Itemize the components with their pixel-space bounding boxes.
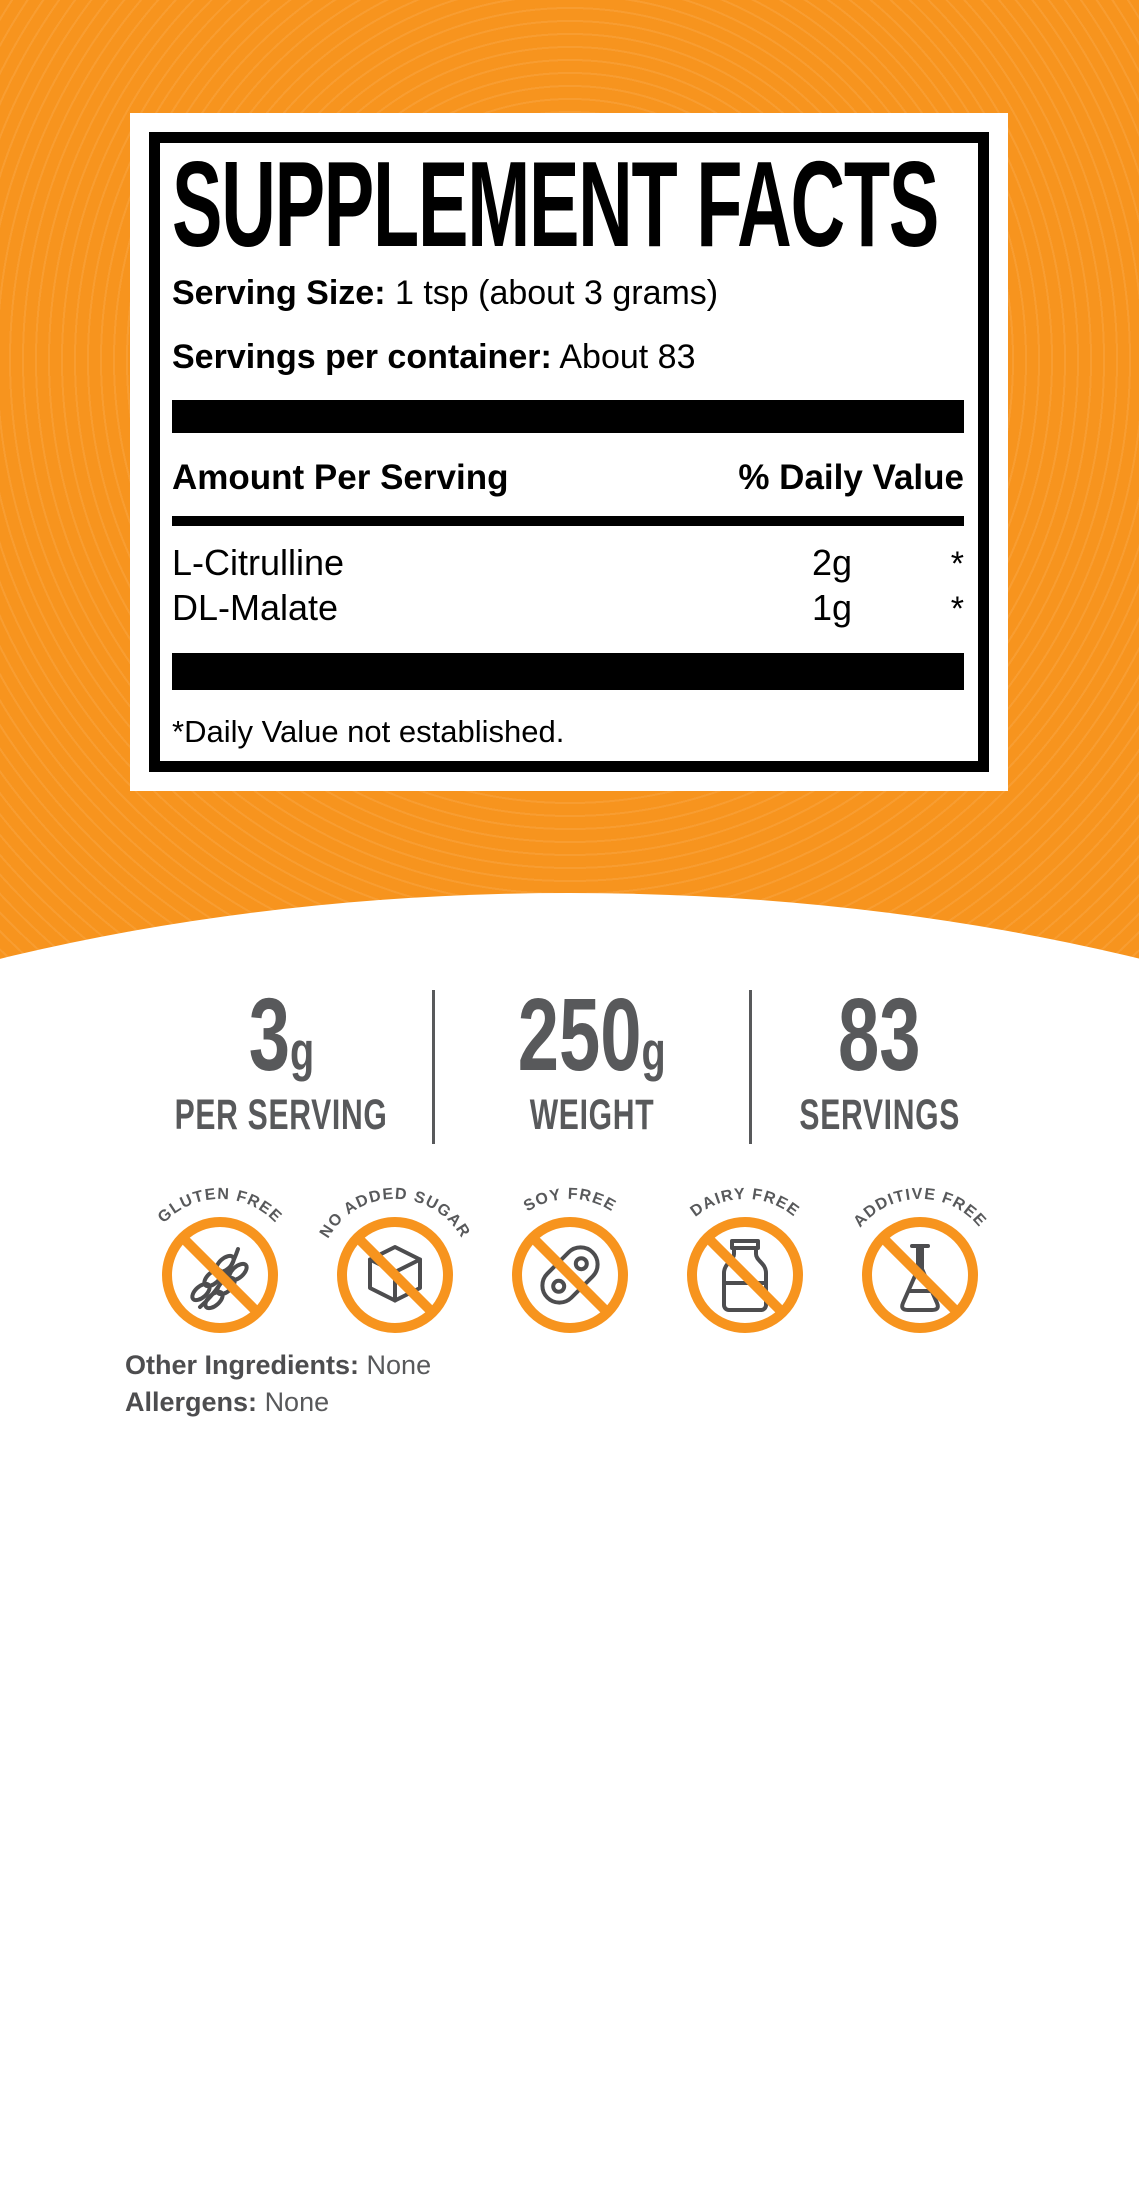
stat-unit: g (641, 1020, 666, 1082)
servings-label: Servings per container: (172, 338, 552, 376)
column-daily-value: % Daily Value (738, 458, 964, 497)
ingredient-daily-value: * (950, 545, 964, 583)
ingredient-daily-value: * (950, 590, 964, 628)
supplement-facts-panel: SUPPLEMENT FACTS Serving Size: 1 tsp (ab… (130, 113, 1008, 791)
stat-weight-number: 250g (518, 983, 666, 1086)
allergens-label: Allergens: (125, 1387, 258, 1417)
facts-table-header: Amount Per Serving % Daily Value (172, 458, 964, 498)
badge-dairy-free: DAIRY FREE (687, 1186, 803, 1333)
badge-soy-free: SOY FREE (512, 1186, 628, 1333)
ingredient-rows: L-Citrulline 2g * DL-Malate 1g * (172, 541, 964, 631)
allergens-value: None (264, 1387, 330, 1417)
other-ingredients-value: None (366, 1350, 432, 1380)
ingredient-amount: 1g (811, 587, 852, 628)
table-row: L-Citrulline 2g * (172, 541, 964, 586)
serving-size-label: Serving Size: (172, 274, 386, 312)
other-ingredients-label: Other Ingredients: (125, 1350, 360, 1380)
stat-divider (749, 990, 752, 1144)
column-amount-per-serving: Amount Per Serving (172, 458, 509, 497)
serving-size-value: 1 tsp (about 3 grams) (394, 274, 719, 312)
flask-icon (900, 1244, 940, 1312)
facts-panel-border (149, 132, 989, 772)
no-symbol (512, 1217, 628, 1333)
stat-servings-label: SERVINGS (799, 1090, 960, 1139)
serving-size-line: Serving Size: 1 tsp (about 3 grams) (172, 273, 718, 314)
stats-strip: 3g PER SERVING 250g WEIGHT 83 SERVINGS (130, 983, 1010, 1146)
badge-label: NO ADDED SUGAR (317, 1186, 473, 1241)
badge-label: SOY FREE (521, 1186, 619, 1215)
badge-label: DAIRY FREE (688, 1186, 803, 1221)
table-row: DL-Malate 1g * (172, 586, 964, 631)
stat-divider (432, 990, 435, 1144)
daily-value-footnote: *Daily Value not established. (172, 714, 565, 749)
no-symbol (687, 1217, 803, 1333)
separator-bar-bottom (172, 653, 964, 690)
badge-additive-free: ADDITIVE FREE (850, 1186, 988, 1333)
badge-no-added-sugar: NO ADDED SUGAR (317, 1186, 473, 1333)
facts-title: SUPPLEMENT FACTS (172, 136, 939, 272)
stat-weight: 250g WEIGHT (435, 983, 749, 1146)
stat-weight-label: WEIGHT (529, 1090, 655, 1139)
stat-per-serving: 3g PER SERVING (130, 983, 432, 1146)
stat-unit: g (289, 1020, 314, 1082)
ingredient-amount: 2g (811, 542, 852, 583)
ingredient-name: L-Citrulline (172, 542, 345, 583)
stat-servings: 83 SERVINGS (752, 983, 1007, 1146)
other-ingredients-line: Other Ingredients: None (125, 1350, 431, 1381)
no-symbol (162, 1217, 278, 1333)
allergens-line: Allergens: None (125, 1387, 329, 1418)
separator-bar-top (172, 400, 964, 433)
servings-value: About 83 (559, 338, 696, 376)
stat-per-serving-number: 3g (248, 983, 314, 1086)
stat-per-serving-label: PER SERVING (174, 1090, 388, 1139)
header-rule (172, 516, 964, 526)
badge-gluten-free: GLUTEN FREE (155, 1186, 284, 1333)
stat-servings-number: 83 (838, 983, 920, 1086)
servings-per-container-line: Servings per container: About 83 (172, 337, 695, 378)
free-from-badges: GLUTEN FREE NO ADDED SUGAR SOY FREE (138, 1183, 1002, 1333)
stat-value: 83 (838, 977, 921, 1092)
ingredient-name: DL-Malate (172, 587, 339, 628)
stat-value: 250 (518, 977, 642, 1092)
no-symbol (337, 1217, 453, 1333)
no-symbol (862, 1217, 978, 1333)
stat-value: 3 (248, 977, 290, 1092)
